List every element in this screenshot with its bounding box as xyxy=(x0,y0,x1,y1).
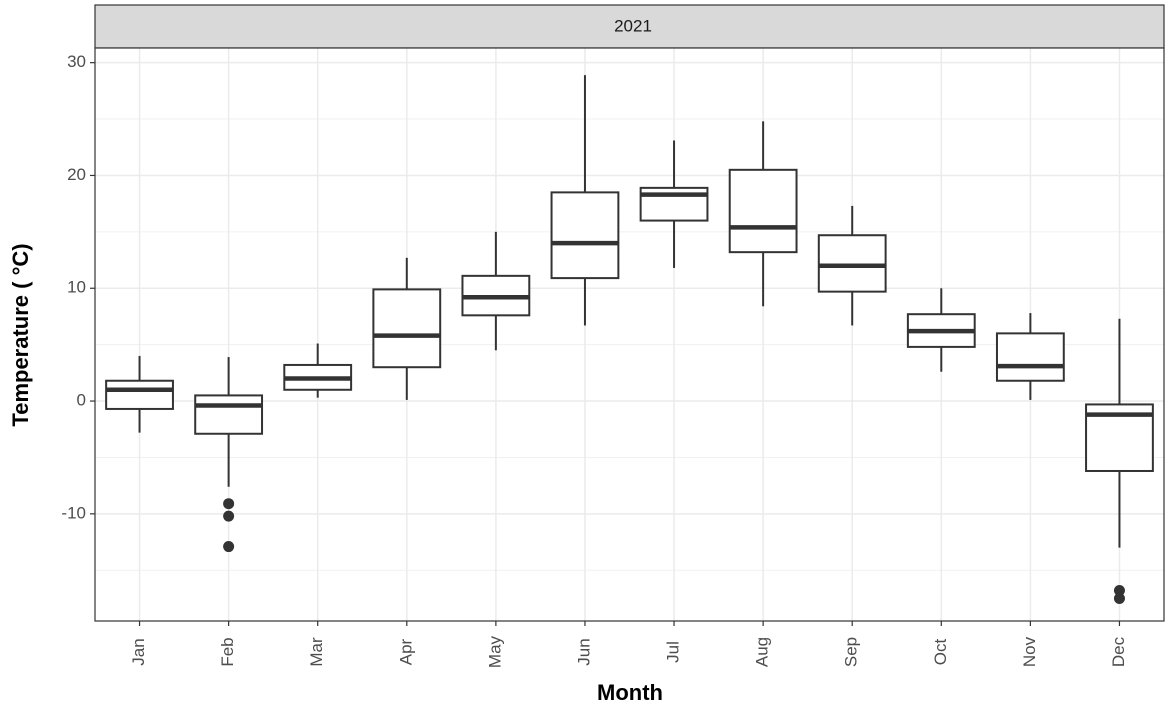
facet-strip xyxy=(94,4,1165,49)
y-tick-label: 20 xyxy=(67,165,86,184)
panel-background xyxy=(95,48,1164,621)
box xyxy=(817,234,887,293)
panel-border xyxy=(94,47,1165,622)
box xyxy=(995,332,1065,382)
y-tick-label: 10 xyxy=(67,278,86,297)
outlier xyxy=(223,510,235,522)
x-tick-label: Aug xyxy=(753,637,772,667)
x-axis-title: Month xyxy=(597,680,663,705)
x-tick-label: May xyxy=(485,635,504,668)
y-axis-title: Temperature ( °C) xyxy=(8,243,33,426)
x-tick-label: Jul xyxy=(664,641,683,663)
x-tick-label: Apr xyxy=(396,638,415,665)
box xyxy=(194,394,264,435)
box xyxy=(372,288,442,369)
outlier xyxy=(223,498,235,510)
box xyxy=(550,191,620,280)
box xyxy=(728,168,798,254)
outlier xyxy=(1113,585,1125,597)
outlier xyxy=(223,541,235,553)
y-tick-label: 0 xyxy=(77,391,86,410)
box xyxy=(105,379,174,410)
x-tick-label: Jun xyxy=(574,638,593,665)
x-tick-label: Oct xyxy=(931,639,950,666)
outlier xyxy=(1113,592,1125,604)
facet-label: 2021 xyxy=(614,16,652,35)
x-tick-label: Jan xyxy=(129,638,148,665)
x-tick-label: Sep xyxy=(842,637,861,667)
x-tick-label: Dec xyxy=(1109,636,1128,667)
y-tick-label: 30 xyxy=(67,52,86,71)
x-tick-label: Feb xyxy=(218,637,237,666)
x-tick-label: Nov xyxy=(1020,636,1039,667)
y-tick-label: -10 xyxy=(61,503,86,522)
x-tick-label: Mar xyxy=(307,637,326,667)
